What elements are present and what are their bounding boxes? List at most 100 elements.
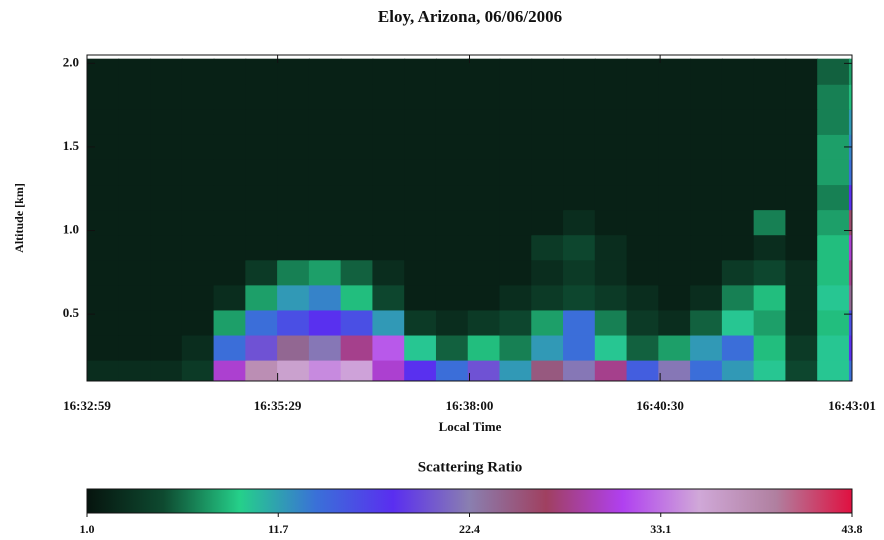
heat-cell [214, 59, 247, 85]
heat-cell [214, 184, 247, 210]
heat-cell [627, 84, 660, 110]
heat-cell [245, 209, 278, 235]
colorbar-tick-label: 33.1 [650, 522, 671, 536]
heat-cell [658, 309, 691, 335]
heat-cell [690, 309, 723, 335]
heat-cell [849, 159, 882, 185]
heat-cell [658, 134, 691, 160]
heat-cell [658, 335, 691, 361]
heat-cell [404, 234, 437, 260]
heat-cell [627, 59, 660, 85]
heat-cell [722, 184, 755, 210]
heat-cell [754, 335, 787, 361]
heat-cell [404, 134, 437, 160]
heat-cell [245, 259, 278, 285]
heat-cell [214, 284, 247, 310]
heat-cell [754, 159, 787, 185]
heat-cell [531, 184, 564, 210]
heatmap [87, 59, 882, 386]
heat-cell [372, 184, 405, 210]
heat-cell [595, 309, 628, 335]
heat-cell [150, 284, 183, 310]
heat-cell [341, 109, 374, 135]
heat-cell [245, 335, 278, 361]
heat-cell [150, 309, 183, 335]
heat-cell [118, 134, 151, 160]
heat-cell [404, 84, 437, 110]
heat-cell [372, 284, 405, 310]
y-axis-label: Altitude [km] [12, 183, 26, 253]
heat-cell [245, 360, 278, 386]
heat-cell [245, 159, 278, 185]
heat-cell [245, 309, 278, 335]
heat-cell [817, 59, 850, 85]
heat-cell [563, 309, 596, 335]
heat-cell [754, 59, 787, 85]
heat-cell [658, 234, 691, 260]
heat-cell [627, 360, 660, 386]
heat-cell [563, 209, 596, 235]
heat-cell [722, 360, 755, 386]
heat-cell [785, 84, 818, 110]
heat-cell [372, 209, 405, 235]
x-tick-label: 16:38:00 [446, 398, 494, 413]
heat-cell [722, 209, 755, 235]
chart-title: Eloy, Arizona, 06/06/2006 [378, 7, 562, 26]
x-tick-label: 16:43:01 [828, 398, 876, 413]
heat-cell [436, 84, 469, 110]
heat-cell [436, 209, 469, 235]
heat-cell [118, 259, 151, 285]
heat-cell [404, 309, 437, 335]
heat-cell [404, 209, 437, 235]
heat-cell [277, 59, 310, 85]
heat-cell [150, 184, 183, 210]
heat-cell [309, 360, 342, 386]
heat-cell [690, 184, 723, 210]
y-tick-label: 1.0 [63, 222, 79, 237]
heat-cell [499, 360, 532, 386]
heat-cell [277, 159, 310, 185]
heat-cell [118, 109, 151, 135]
heat-cell [87, 59, 120, 85]
heat-cell [87, 234, 120, 260]
heat-cell [372, 109, 405, 135]
heat-cell [87, 159, 120, 185]
heat-cell [277, 335, 310, 361]
heat-cell [436, 109, 469, 135]
heat-cell [87, 284, 120, 310]
heat-cell [849, 209, 882, 235]
heat-cell [436, 309, 469, 335]
heat-cell [595, 134, 628, 160]
heat-cell [182, 159, 215, 185]
heat-cell [499, 184, 532, 210]
heat-cell [468, 234, 501, 260]
heat-cell [658, 184, 691, 210]
heat-cell [468, 360, 501, 386]
heat-cell [595, 259, 628, 285]
heat-cell [404, 335, 437, 361]
heat-cell [595, 234, 628, 260]
heat-cell [245, 184, 278, 210]
heat-cell [658, 209, 691, 235]
heat-cell [436, 59, 469, 85]
heat-cell [754, 309, 787, 335]
heat-cell [341, 209, 374, 235]
heat-cell [118, 184, 151, 210]
heat-cell [754, 134, 787, 160]
heat-cell [182, 335, 215, 361]
heat-cell [658, 59, 691, 85]
heat-cell [372, 335, 405, 361]
heat-cell [436, 159, 469, 185]
heat-cell [309, 59, 342, 85]
heat-cell [214, 360, 247, 386]
heat-cell [436, 259, 469, 285]
heat-cell [372, 59, 405, 85]
heat-cell [214, 84, 247, 110]
x-tick-label: 16:40:30 [636, 398, 684, 413]
heat-cell [849, 309, 882, 335]
heat-cell [277, 234, 310, 260]
colorbar [87, 489, 852, 513]
heat-cell [468, 259, 501, 285]
x-tick-label: 16:32:59 [63, 398, 111, 413]
heat-cell [754, 234, 787, 260]
